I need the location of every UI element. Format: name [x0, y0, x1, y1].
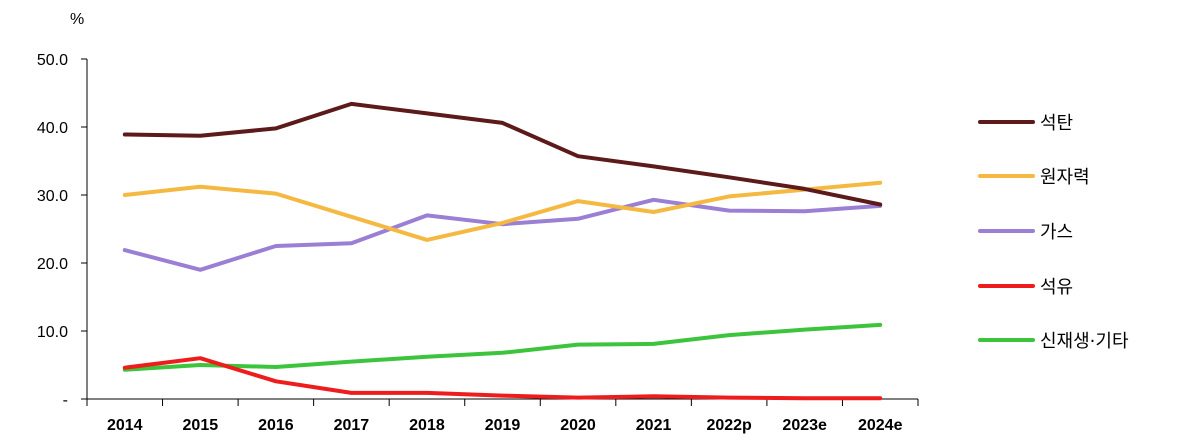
x-tick-label: 2017 [334, 417, 370, 434]
y-unit-label: % [70, 11, 84, 28]
legend-label: 가스 [1040, 222, 1073, 243]
y-tick-label: 30.0 [37, 188, 68, 205]
series-line [122, 322, 883, 372]
x-tick-label: 2023e [782, 417, 827, 434]
y-tick-label: 50.0 [37, 52, 68, 69]
x-tick-label: 2015 [183, 417, 219, 434]
x-tick-label: 2020 [560, 417, 596, 434]
series-line [122, 101, 883, 207]
series-lines [122, 101, 883, 401]
y-axis: - 10.0 20.0 30.0 40.0 50.0 [37, 52, 88, 409]
y-tick-label: 20.0 [37, 256, 68, 273]
x-tick-label: 2021 [636, 417, 672, 434]
y-tick-label: 10.0 [37, 324, 68, 341]
x-tick-label: 2019 [485, 417, 521, 434]
y-tick-label: 40.0 [37, 120, 68, 137]
y-tick-label: - [63, 392, 68, 409]
x-tick-label: 2024e [858, 417, 903, 434]
x-axis: 2014 2015 2016 2017 2018 2019 2020 2021 2022p 202… [86, 398, 919, 434]
series-line [122, 356, 883, 401]
x-tick-label: 2016 [258, 417, 294, 434]
x-tick-label: 2022p [706, 417, 752, 434]
legend-label: 원자력 [1040, 167, 1090, 188]
x-tick-label: 2014 [107, 417, 143, 434]
series-line [122, 197, 883, 272]
legend-label: 석유 [1040, 277, 1073, 298]
x-tick-label: 2018 [409, 417, 445, 434]
legend-label: 석탄 [1040, 113, 1073, 134]
series-line [122, 180, 883, 242]
legend-label: 신재생·기타 [1040, 331, 1129, 352]
